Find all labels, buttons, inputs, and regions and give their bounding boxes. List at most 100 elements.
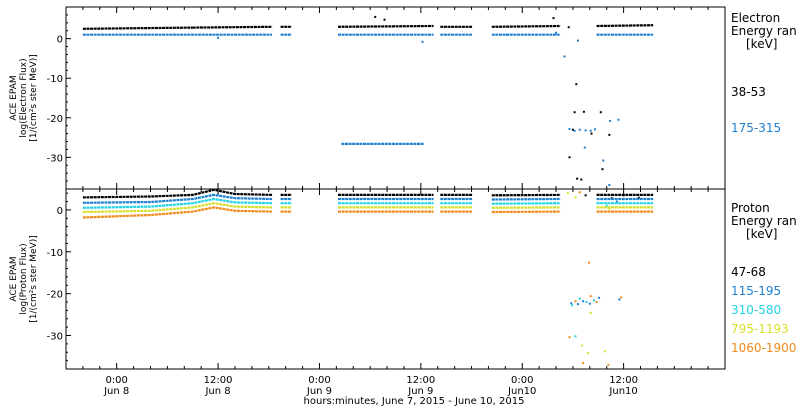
- data-point: [573, 111, 576, 114]
- series-line-segment: [82, 188, 273, 199]
- x-axis-title: hours:minutes, June 7, 2015 - June 10, 2…: [304, 396, 525, 407]
- x-tick-time: 12:00: [609, 375, 638, 386]
- y-tick-label: 0: [57, 35, 63, 46]
- legend-title-line: [keV]: [746, 227, 777, 241]
- data-point: [566, 192, 569, 195]
- legend-entry: 115-195: [731, 284, 781, 298]
- y-axis-title-line: log(Proton Flux): [19, 243, 29, 314]
- data-point: [217, 36, 220, 39]
- data-point: [582, 110, 585, 113]
- data-point: [374, 15, 377, 18]
- data-point: [567, 26, 570, 29]
- y-tick-label: -10: [47, 248, 63, 259]
- data-point: [618, 298, 621, 301]
- x-tick-date: Jun10: [608, 386, 637, 397]
- data-point: [568, 336, 571, 339]
- data-point: [583, 146, 586, 149]
- series-38-53: [82, 15, 654, 181]
- data-point: [617, 118, 620, 121]
- data-point: [577, 303, 579, 306]
- data-point: [571, 304, 574, 307]
- data-point: [573, 129, 576, 132]
- x-tick-date: Jun 9: [306, 386, 332, 397]
- data-point: [589, 311, 592, 314]
- y-axis-title-line: log(Electron Flux): [19, 58, 29, 137]
- data-point: [578, 128, 581, 131]
- data-point: [589, 129, 592, 132]
- legend-title-line: Energy ran: [731, 214, 797, 228]
- data-point: [563, 55, 566, 58]
- data-point: [568, 127, 571, 130]
- data-point: [577, 39, 579, 42]
- data-point: [604, 350, 606, 353]
- x-tick-time: 0:00: [308, 375, 330, 386]
- data-point: [568, 156, 571, 159]
- x-tick-time: 12:00: [204, 375, 233, 386]
- data-point: [506, 33, 508, 36]
- series-line-segment: [491, 197, 561, 201]
- x-tick-date: Jun 9: [407, 386, 433, 397]
- data-point: [582, 300, 585, 303]
- data-point: [580, 178, 583, 181]
- series-795-1193: [82, 192, 654, 355]
- y-axis-title-line: [1/(cm²s ster MeV)]: [29, 54, 39, 141]
- series-line-segment: [82, 193, 273, 204]
- series-line-segment: [82, 197, 273, 209]
- data-point: [581, 344, 584, 347]
- data-point: [587, 352, 590, 355]
- legend-entry: 175-315: [731, 121, 781, 135]
- data-point: [578, 297, 581, 300]
- series-line-segment: [491, 202, 561, 205]
- x-tick-date: Jun 8: [103, 386, 129, 397]
- legend-entry: 1060-1900: [731, 341, 796, 355]
- series-line-segment: [337, 24, 434, 28]
- legend-title: Proton Energy ran [keV]: [731, 201, 797, 241]
- y-tick-label: -20: [47, 290, 63, 301]
- series-1060-1900: [82, 191, 654, 366]
- data-point: [608, 133, 611, 136]
- data-point: [589, 295, 592, 298]
- data-point: [615, 200, 618, 203]
- series-line-segment: [491, 24, 561, 28]
- data-point: [588, 302, 591, 305]
- series-175-315: [82, 31, 654, 186]
- y-tick-label: -20: [47, 114, 63, 125]
- data-point: [552, 17, 555, 20]
- data-point: [602, 159, 605, 162]
- data-point: [582, 362, 585, 365]
- data-point: [588, 261, 590, 264]
- x-tick-date: Jun 8: [204, 386, 230, 397]
- data-point: [601, 168, 604, 171]
- y-axis-title-line: ACE EPAM: [9, 75, 19, 120]
- data-point: [598, 296, 601, 299]
- data-point: [574, 335, 577, 338]
- data-point: [593, 299, 595, 302]
- series-line-segment: [82, 206, 273, 219]
- legend-entry: 47-68: [731, 265, 766, 279]
- series-line-segment: [82, 202, 273, 214]
- plot-frame: [65, 188, 726, 370]
- legend-title: Electron Energy ran [keV]: [731, 11, 797, 51]
- series-line-segment: [192, 25, 273, 29]
- series-115-195: [82, 193, 654, 306]
- data-point: [637, 196, 640, 199]
- legend-title-line: [keV]: [746, 37, 777, 51]
- legend-title-line: Energy ran: [731, 24, 797, 38]
- y-axis-title: ACE EPAMlog(Proton Flux)[1/(cm²s ster Me…: [9, 235, 39, 322]
- x-tick-time: 0:00: [105, 375, 127, 386]
- electron-panel: 0 -10 -20 -30 ACE EPAMlog(Electron Flux)[1/(…: [9, 6, 797, 190]
- data-point: [595, 301, 598, 303]
- series-310-580: [82, 197, 654, 338]
- data-point: [590, 132, 593, 135]
- data-point: [609, 119, 612, 122]
- data-point: [575, 83, 578, 86]
- y-tick-label: -30: [47, 153, 63, 164]
- legend-title-line: Proton: [731, 201, 770, 215]
- data-point: [584, 194, 587, 197]
- x-tick-time: 12:00: [406, 375, 435, 386]
- y-axis-title-line: ACE EPAM: [9, 256, 19, 301]
- y-axis-title-line: [1/(cm²s ster MeV)]: [29, 235, 39, 322]
- data-point: [599, 111, 602, 114]
